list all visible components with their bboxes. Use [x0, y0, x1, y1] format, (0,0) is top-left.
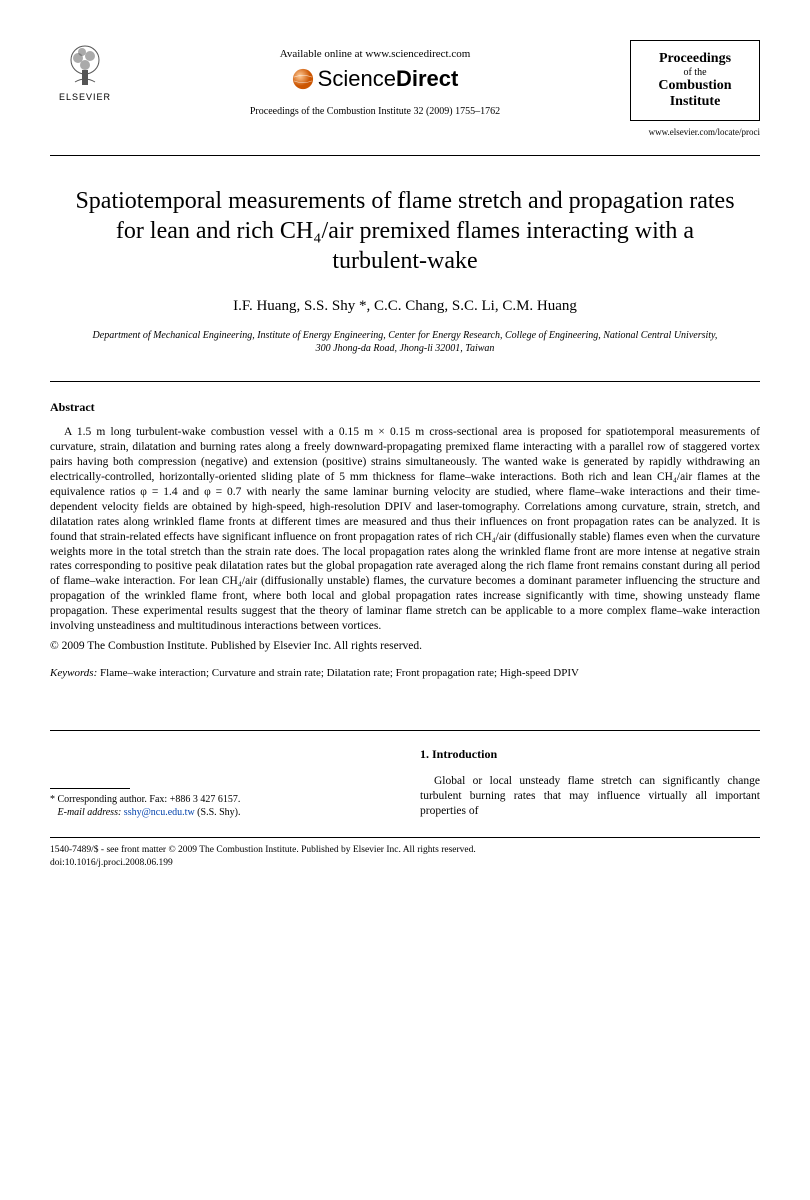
- footnote-rule: [50, 788, 130, 789]
- keywords-block: Keywords: Flame–wake interaction; Curvat…: [50, 666, 760, 680]
- elsevier-publisher-name: ELSEVIER: [59, 92, 111, 102]
- keywords-text: Flame–wake interaction; Curvature and st…: [97, 667, 579, 679]
- affiliation: Department of Mechanical Engineering, In…: [50, 329, 760, 355]
- header-row: ELSEVIER Available online at www.science…: [50, 40, 760, 147]
- corresponding-author-footnote: * Corresponding author. Fax: +886 3 427 …: [50, 793, 390, 819]
- footnote-email-name: (S.S. Shy).: [195, 807, 241, 818]
- intro-paragraph: Global or local unsteady flame stretch c…: [420, 774, 760, 819]
- elsevier-tree-icon: [60, 40, 110, 90]
- abstract-heading: Abstract: [50, 400, 760, 415]
- journal-box-wrapper: Proceedings of the Combustion Institute …: [630, 40, 760, 147]
- article-title: Spatiotemporal measurements of flame str…: [50, 186, 760, 276]
- sciencedirect-wordmark: ScienceDirect: [318, 66, 459, 92]
- rule-mid: [50, 381, 760, 382]
- elsevier-logo-block: ELSEVIER: [50, 40, 120, 102]
- rule-bottom: [50, 730, 760, 731]
- abstract-text: A 1.5 m long turbulent-wake combustion v…: [50, 425, 760, 634]
- keywords-label: Keywords:: [50, 667, 97, 679]
- journal-reference: Proceedings of the Combustion Institute …: [120, 106, 630, 117]
- center-header: Available online at www.sciencedirect.co…: [120, 40, 630, 117]
- sd-science: Science: [318, 66, 396, 91]
- copyright-line: © 2009 The Combustion Institute. Publish…: [50, 640, 760, 652]
- sd-direct: Direct: [396, 66, 458, 91]
- available-online-text: Available online at www.sciencedirect.co…: [120, 48, 630, 60]
- journal-box-line4: Institute: [639, 94, 751, 110]
- footnote-email-label: E-mail address:: [58, 807, 122, 818]
- footnote-email-link[interactable]: sshy@ncu.edu.tw: [124, 807, 195, 818]
- abstract-body: A 1.5 m long turbulent-wake combustion v…: [50, 425, 760, 634]
- footer-bar: 1540-7489/$ - see front matter © 2009 Th…: [50, 837, 760, 869]
- column-left: * Corresponding author. Fax: +886 3 427 …: [50, 747, 390, 819]
- two-column-region: * Corresponding author. Fax: +886 3 427 …: [50, 747, 760, 819]
- footer-front-matter: 1540-7489/$ - see front matter © 2009 Th…: [50, 844, 760, 856]
- journal-box-line3: Combustion: [639, 78, 751, 94]
- sciencedirect-ball-icon: [292, 68, 314, 90]
- journal-box-line1: Proceedings: [639, 51, 751, 67]
- column-right: 1. Introduction Global or local unsteady…: [420, 747, 760, 819]
- rule-top: [50, 155, 760, 156]
- section-1-heading: 1. Introduction: [420, 747, 760, 762]
- sciencedirect-logo: ScienceDirect: [120, 66, 630, 92]
- authors-line: I.F. Huang, S.S. Shy *, C.C. Chang, S.C.…: [50, 298, 760, 315]
- journal-url: www.elsevier.com/locate/proci: [630, 127, 760, 137]
- footnote-fax: * Corresponding author. Fax: +886 3 427 …: [50, 793, 390, 806]
- footer-doi: doi:10.1016/j.proci.2008.06.199: [50, 857, 760, 869]
- journal-title-box: Proceedings of the Combustion Institute: [630, 40, 760, 121]
- footnote-email-row: E-mail address: sshy@ncu.edu.tw (S.S. Sh…: [50, 806, 390, 819]
- journal-box-line2: of the: [639, 67, 751, 78]
